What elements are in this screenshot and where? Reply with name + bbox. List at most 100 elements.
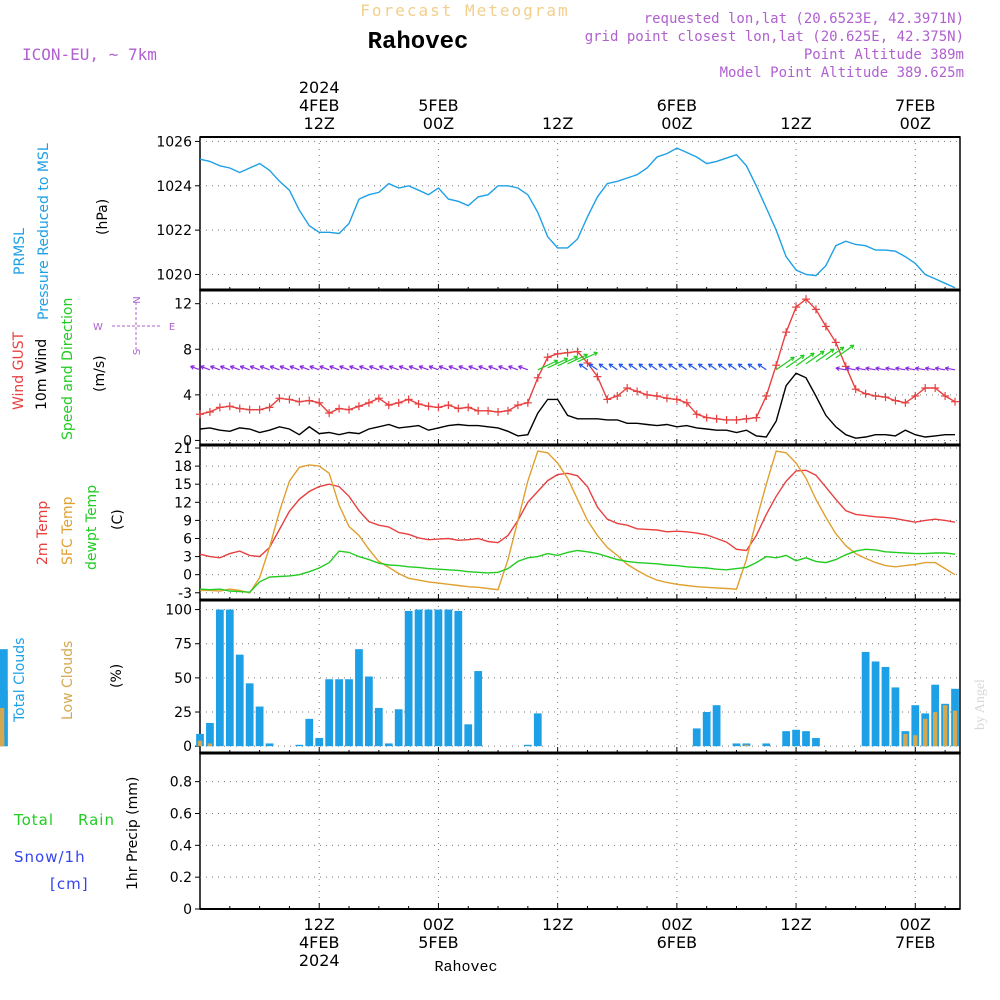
cloud-bar-low (0, 707, 5, 747)
gust-point (225, 402, 234, 411)
y-tick-label: 25 (174, 705, 192, 721)
gust-point (623, 384, 632, 393)
arrow-shaft (708, 363, 717, 371)
arrow-shaft (339, 365, 350, 371)
arrow-shaft (319, 365, 330, 371)
gust-point (901, 398, 910, 407)
gust-point (692, 410, 701, 419)
cloud-bar-total (871, 661, 880, 747)
arrow-head (564, 358, 569, 363)
time-label: 00Z (661, 114, 692, 133)
y-tick-label: 4 (183, 388, 192, 404)
gust-point (772, 361, 781, 370)
gust-point (434, 403, 443, 412)
watermark: by Angel (973, 679, 988, 730)
time-label: 6FEB (657, 933, 697, 952)
gust-point (345, 405, 354, 414)
cloud-bar-total (345, 679, 353, 747)
arrow-head (905, 366, 910, 369)
compass-n: N (132, 296, 143, 303)
cloud-bar-total (434, 609, 443, 747)
wind-direction-arrow (885, 366, 896, 372)
cloud-bar-total (325, 679, 334, 747)
precip-panel-labels: Total Rain Snow/1h [cm] 1hr Precip (mm) (13, 777, 141, 893)
gust-point (384, 401, 393, 410)
arrow-head (925, 366, 930, 369)
arrow-shaft (518, 365, 529, 371)
wind-direction-arrow (517, 365, 529, 371)
gust-point (951, 397, 960, 406)
arrow-head (329, 365, 334, 367)
wind-direction-arrow (537, 359, 559, 371)
arrow-shaft (230, 365, 240, 371)
cloud-bar-total (911, 705, 920, 747)
arrow-head (488, 365, 493, 367)
wind-direction-arrow (775, 356, 795, 371)
cloud-bar-low (903, 733, 908, 747)
gust-point (414, 399, 423, 408)
wind-direction-arrow (448, 365, 459, 371)
arrow-shaft (905, 367, 916, 371)
gust-point (613, 391, 622, 400)
arrow-shaft (329, 365, 340, 371)
arrow-shaft (747, 363, 757, 371)
wind-direction-arrow (269, 365, 280, 371)
cloud-bar-low (952, 710, 958, 747)
panel-frame (199, 444, 961, 601)
gust-point (494, 407, 503, 416)
wind-speed-dir-label: Speed and Direction (60, 298, 76, 440)
y-tick-label: 0 (183, 902, 192, 918)
arrow-head (269, 365, 275, 367)
wind-direction-arrow (508, 365, 519, 371)
arrow-head (811, 352, 815, 358)
wind-direction-arrow (339, 365, 350, 371)
wind-direction-arrow (697, 363, 708, 371)
arrow-shaft (618, 363, 628, 371)
wind-direction-arrow (319, 365, 330, 371)
gust-point (921, 384, 930, 393)
time-label: 5FEB (418, 933, 458, 952)
arrow-shaft (825, 346, 845, 361)
total-label: Total (13, 811, 54, 829)
arrow-shaft (578, 363, 588, 371)
cloud-bar-total (374, 707, 383, 747)
arrow-shaft (349, 365, 360, 371)
arrow-shaft (678, 363, 688, 371)
arrow-shaft (369, 365, 380, 371)
y-tick-label: 1022 (156, 223, 192, 239)
arrow-head (801, 354, 805, 360)
time-label: 12Z (780, 915, 811, 934)
wind-direction-arrow (865, 366, 876, 372)
cloud-bar-total (881, 666, 890, 747)
arrow-shaft (448, 365, 459, 371)
cloud-bar-low (933, 712, 938, 747)
panel-frame (199, 599, 961, 754)
wind-10m-label: 10m Wind (34, 339, 50, 410)
arrow-shaft (240, 365, 250, 371)
arrow-shaft (668, 363, 678, 371)
arrow-head (584, 354, 589, 359)
arrow-head (498, 365, 503, 367)
time-label: 12Z (304, 114, 335, 133)
wind-direction-arrow (835, 366, 846, 372)
time-label: 2024 (299, 78, 340, 97)
series-line-2m-temp (199, 469, 956, 559)
wind-direction-arrow (757, 363, 767, 371)
c-unit-label: (C) (110, 509, 126, 530)
arrow-head (220, 365, 225, 367)
y-tick-label: 0.2 (170, 870, 192, 886)
gust-point (464, 403, 473, 412)
model-label: ICON-EU, ~ 7km (22, 45, 157, 64)
gust-point (523, 398, 532, 407)
wind-direction-arrow (737, 363, 747, 371)
pressure-msl-label: Pressure Reduced to MSL (36, 143, 52, 320)
arrow-head (349, 365, 354, 367)
wind-direction-arrow (557, 355, 579, 367)
arrow-shaft (608, 363, 618, 371)
arrow-shaft (875, 367, 886, 371)
gust-point (861, 389, 870, 398)
rain-label: Rain (78, 811, 115, 829)
arrow-shaft (567, 353, 588, 365)
arrow-shaft (537, 359, 558, 371)
cloud-panel-labels: Total Clouds Low Clouds (%) (12, 638, 125, 723)
